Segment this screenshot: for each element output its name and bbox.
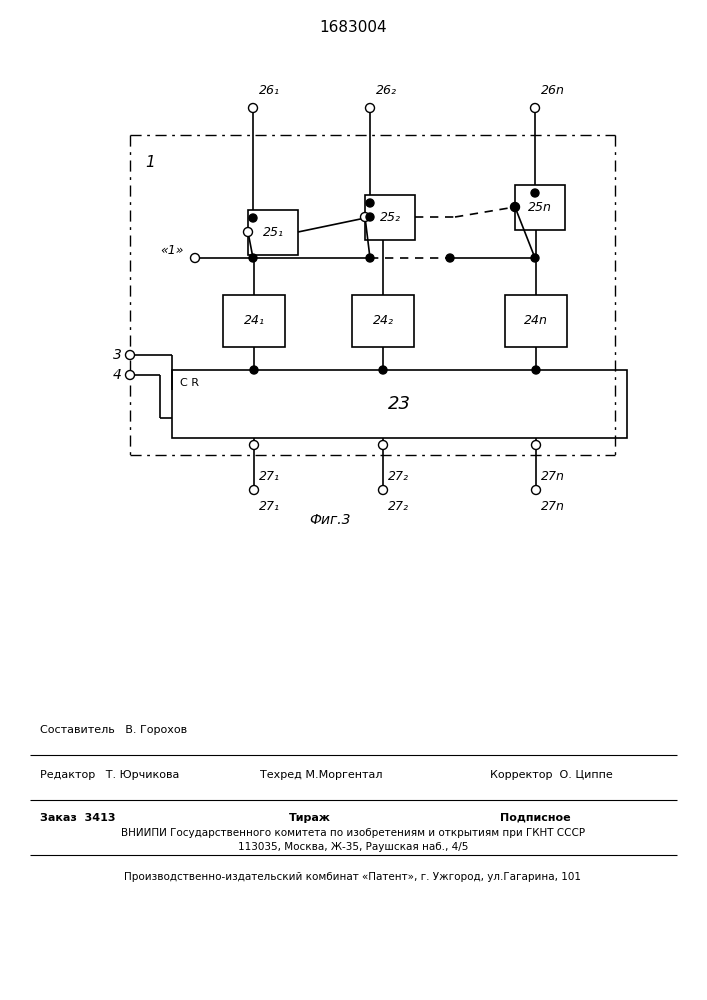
Text: 24₂: 24₂ (373, 314, 394, 328)
Text: 113035, Москва, Ж-35, Раушская наб., 4/5: 113035, Москва, Ж-35, Раушская наб., 4/5 (238, 842, 468, 852)
Text: 26₁: 26₁ (259, 84, 280, 97)
Circle shape (532, 486, 540, 494)
Circle shape (379, 366, 387, 374)
Circle shape (126, 351, 134, 360)
Text: 25n: 25n (528, 201, 552, 214)
Text: Заказ  3413: Заказ 3413 (40, 813, 115, 823)
Circle shape (126, 370, 134, 379)
Circle shape (249, 254, 257, 262)
Circle shape (530, 104, 539, 112)
Text: 23: 23 (387, 395, 411, 413)
Text: 26₂: 26₂ (376, 84, 397, 97)
Circle shape (510, 202, 520, 212)
Text: Тираж: Тираж (289, 813, 331, 823)
Text: Редактор   Т. Юрчикова: Редактор Т. Юрчикова (40, 770, 180, 780)
Text: 27n: 27n (541, 470, 565, 483)
Text: 27₁: 27₁ (259, 500, 280, 513)
Circle shape (446, 254, 454, 262)
Text: ВНИИПИ Государственного комитета по изобретениям и открытиям при ГКНТ СССР: ВНИИПИ Государственного комитета по изоб… (121, 828, 585, 838)
Bar (515, 185, 565, 230)
Circle shape (511, 203, 519, 211)
Bar (248, 210, 298, 255)
Bar (172, 370, 627, 438)
Text: 3: 3 (113, 348, 122, 362)
Text: 27₁: 27₁ (259, 470, 280, 483)
Circle shape (361, 213, 370, 222)
Text: 27₂: 27₂ (388, 470, 409, 483)
Circle shape (249, 214, 257, 222)
Bar (505, 295, 567, 347)
Text: «1»: «1» (160, 243, 184, 256)
Bar (352, 295, 414, 347)
Circle shape (531, 189, 539, 197)
Text: Подписное: Подписное (500, 813, 571, 823)
Text: 25₂: 25₂ (380, 211, 400, 224)
Circle shape (366, 104, 375, 112)
Text: 25₁: 25₁ (262, 226, 284, 239)
Circle shape (532, 440, 540, 450)
Circle shape (243, 228, 252, 236)
Circle shape (378, 440, 387, 450)
Text: Производственно-издательский комбинат «Патент», г. Ужгород, ул.Гагарина, 101: Производственно-издательский комбинат «П… (124, 872, 581, 882)
Circle shape (366, 213, 374, 221)
Bar (223, 295, 285, 347)
Circle shape (250, 440, 259, 450)
Circle shape (366, 199, 374, 207)
Text: 1: 1 (145, 155, 155, 170)
Circle shape (250, 366, 258, 374)
Circle shape (248, 104, 257, 112)
Circle shape (532, 366, 540, 374)
Text: Корректор  О. Циппе: Корректор О. Циппе (490, 770, 613, 780)
Circle shape (531, 254, 539, 262)
Circle shape (366, 254, 374, 262)
Text: 26n: 26n (541, 84, 565, 97)
Text: C R: C R (180, 378, 199, 388)
Circle shape (378, 486, 387, 494)
Text: 24₁: 24₁ (243, 314, 264, 328)
Bar (365, 195, 415, 240)
Text: Техред М.Моргентал: Техред М.Моргентал (260, 770, 382, 780)
Circle shape (250, 486, 259, 494)
Text: 24n: 24n (524, 314, 548, 328)
Text: Фиг.3: Фиг.3 (309, 513, 351, 527)
Text: 1683004: 1683004 (319, 20, 387, 35)
Text: Составитель   В. Горохов: Составитель В. Горохов (40, 725, 187, 735)
Text: 27n: 27n (541, 500, 565, 513)
Text: 27₂: 27₂ (388, 500, 409, 513)
Circle shape (190, 253, 199, 262)
Text: 4: 4 (113, 368, 122, 382)
